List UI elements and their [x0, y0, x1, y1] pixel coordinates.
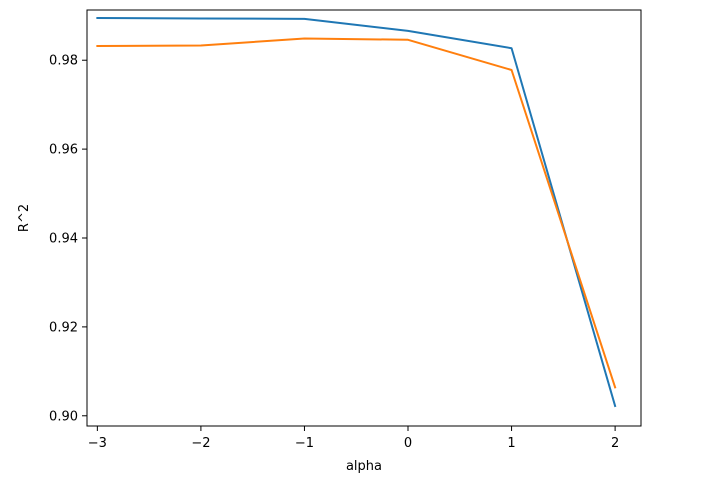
y-tick-label: 0.92 — [49, 320, 78, 335]
y-axis-ticks: 0.90 0.92 0.94 0.96 0.98 — [49, 54, 87, 424]
y-axis-label: R^2 — [17, 204, 32, 232]
x-tick-label: −3 — [88, 436, 107, 451]
series-line-2 — [96, 37, 617, 389]
y-tick-label: 0.98 — [49, 54, 78, 69]
y-tick-label: 0.94 — [49, 232, 78, 247]
x-tick-label: −1 — [295, 436, 314, 451]
x-tick-label: 0 — [404, 436, 412, 451]
plot-area-background — [87, 10, 641, 426]
plot-area-frame — [86, 9, 642, 427]
x-tick-label: 1 — [507, 436, 515, 451]
x-tick-label: −2 — [191, 436, 210, 451]
x-tick-label: 2 — [611, 436, 619, 451]
x-axis-ticks: −3 −2 −1 0 1 2 — [88, 426, 619, 451]
series-line-1 — [96, 16, 617, 408]
x-axis-label: alpha — [346, 459, 382, 474]
y-tick-label: 0.90 — [49, 409, 78, 424]
y-tick-label: 0.96 — [49, 143, 78, 158]
series-layer — [96, 16, 617, 408]
